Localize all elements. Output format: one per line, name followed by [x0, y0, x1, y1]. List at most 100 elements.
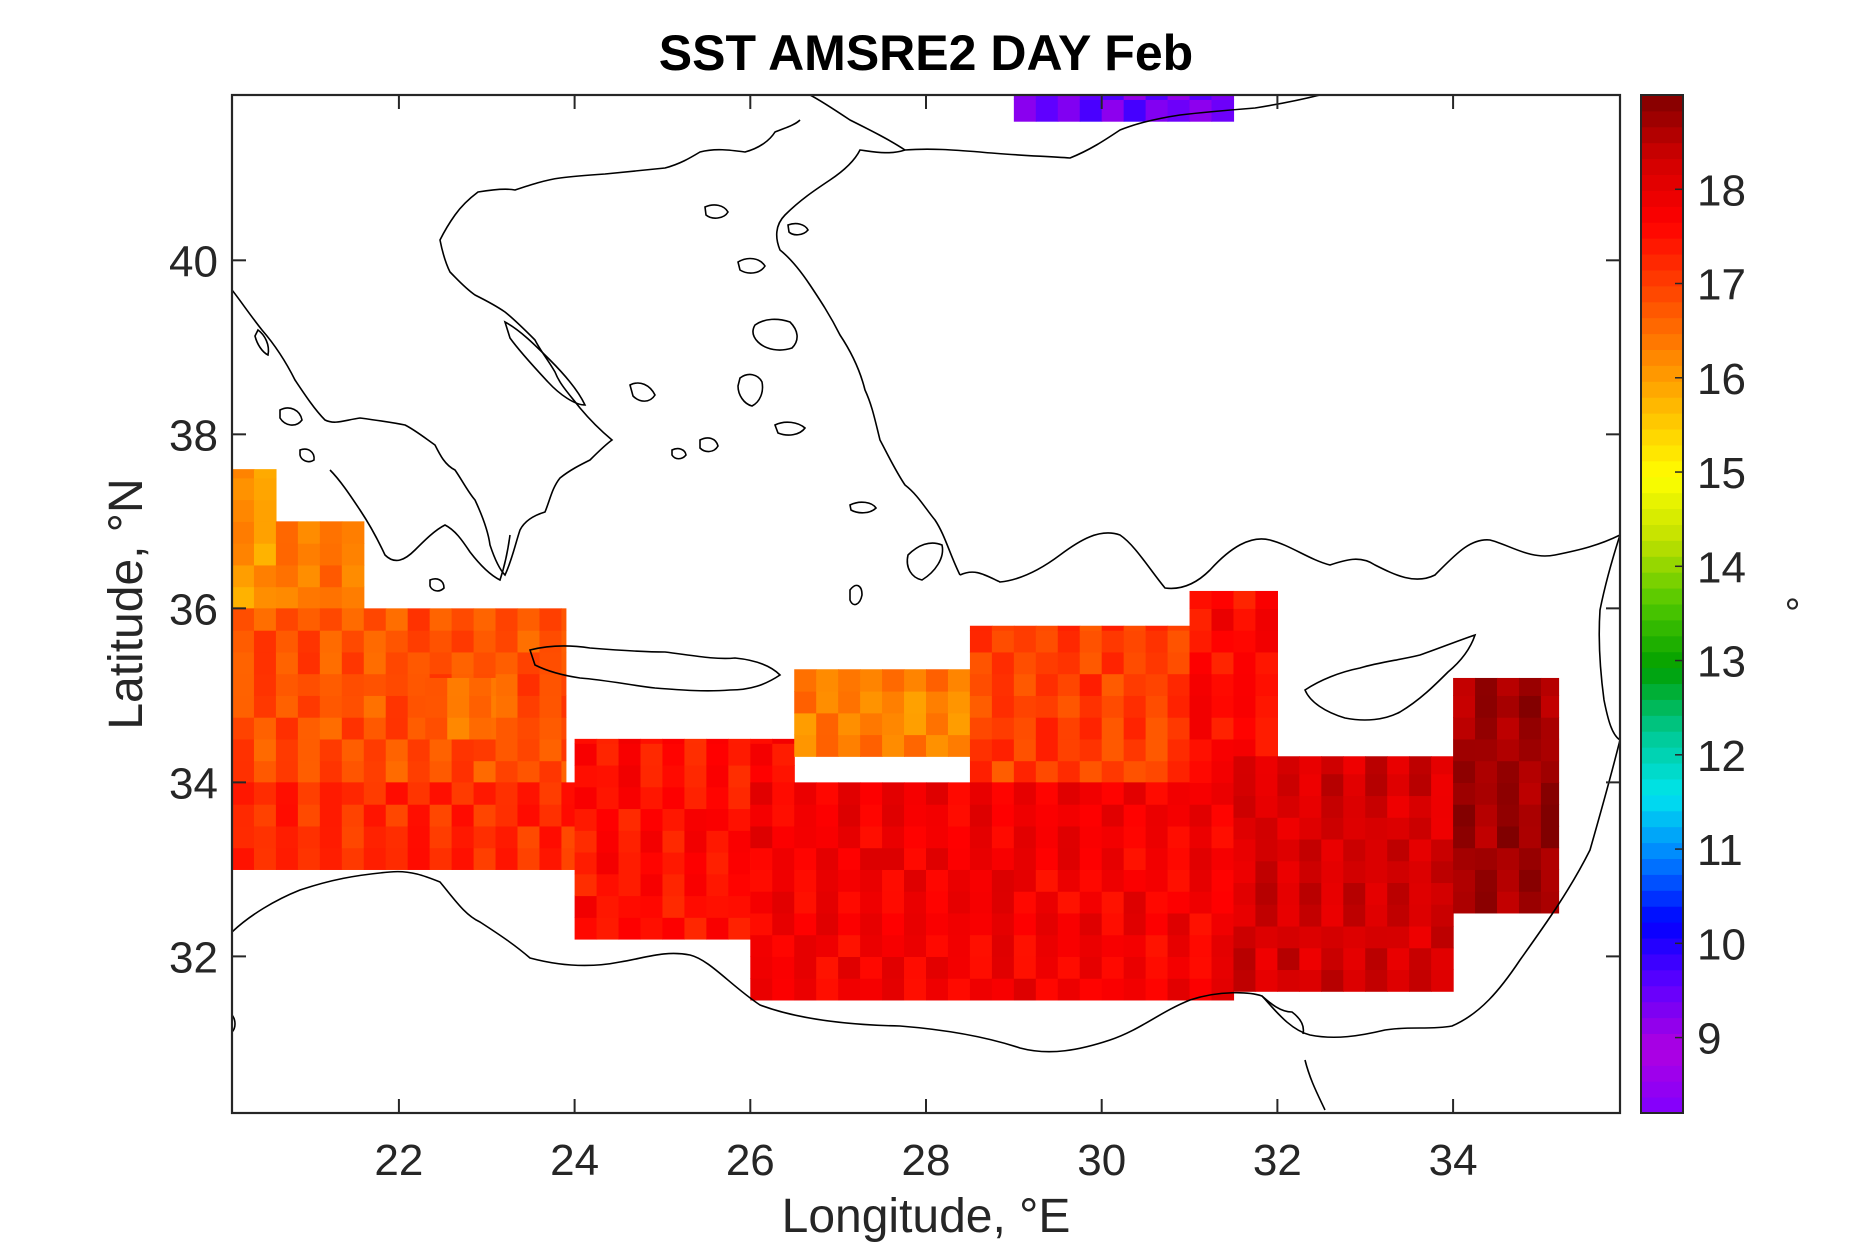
sst-cell — [253, 630, 277, 653]
sst-cell — [1299, 773, 1322, 797]
sst-cell — [684, 786, 707, 810]
sst-cell — [1211, 804, 1235, 827]
sst-cell — [1211, 695, 1235, 718]
sst-cell — [1167, 695, 1191, 718]
sst-cell — [1145, 95, 1169, 100]
sst-cell — [1321, 882, 1344, 905]
sst-cell — [539, 630, 563, 653]
sst-cell — [1255, 630, 1278, 653]
sst-cell — [838, 869, 861, 892]
sst-cell — [1387, 838, 1410, 862]
colorbar-band — [1641, 874, 1683, 891]
sst-cell — [1145, 912, 1169, 936]
sst-cell — [1233, 795, 1257, 818]
sst-cell — [772, 934, 795, 957]
sst-cell — [1211, 673, 1235, 696]
sst-cell — [297, 804, 321, 827]
sst-cell — [495, 695, 519, 718]
coastline-nile-delta — [1261, 995, 1326, 1111]
sst-cell — [1167, 651, 1191, 675]
sst-cell — [341, 804, 365, 827]
sst-cell — [385, 608, 409, 631]
sst-cell — [1145, 782, 1169, 805]
sst-cell — [1497, 695, 1520, 718]
sst-cell — [1409, 925, 1432, 949]
sst-cell — [1101, 847, 1125, 870]
sst-cell — [1387, 756, 1410, 775]
x-tick-label: 30 — [1077, 1136, 1126, 1185]
sst-cell — [662, 743, 686, 766]
colorbar-band — [1641, 174, 1683, 191]
sst-cell — [772, 847, 795, 870]
sst-cell — [1167, 847, 1191, 870]
sst-cell — [904, 869, 927, 892]
sst-cell — [772, 738, 795, 744]
sst-cell — [684, 738, 707, 744]
sst-cell — [1277, 925, 1300, 949]
sst-cell — [860, 956, 883, 979]
colorbar-tick-label: 11 — [1697, 826, 1743, 875]
sst-cell — [275, 717, 299, 740]
sst-cell — [947, 891, 971, 914]
sst-cell — [1035, 825, 1059, 849]
sst-cell — [662, 738, 686, 744]
sst-cell — [517, 651, 541, 675]
sst-cell — [1035, 847, 1059, 870]
sst-cell — [969, 625, 993, 631]
sst-cell — [319, 717, 343, 740]
x-tick-label: 32 — [1253, 1136, 1302, 1185]
sst-cell — [1497, 804, 1520, 827]
sst-cell — [772, 804, 795, 827]
sst-cell — [385, 695, 409, 718]
sst-cell — [561, 782, 576, 805]
sst-cell — [1211, 590, 1235, 609]
sst-cell — [1343, 838, 1366, 862]
sst-cell — [574, 808, 598, 831]
sst-cell — [1409, 904, 1432, 927]
sst-cell — [1013, 738, 1037, 762]
sst-cell — [1035, 869, 1059, 892]
sst-cell — [991, 782, 1015, 805]
sst-cell — [297, 564, 321, 588]
sst-cell — [838, 782, 861, 805]
colorbar-band — [1641, 492, 1683, 510]
sst-cell — [1101, 891, 1125, 914]
sst-cell — [772, 891, 795, 914]
coastline-marmara-black-sea — [904, 95, 1321, 159]
sst-cell — [1497, 891, 1520, 914]
sst-cell — [882, 912, 905, 936]
sst-cell — [469, 695, 492, 718]
map-axes: 22 24 26 28 30 32 34 32 34 36 38 40 — [169, 93, 1622, 1185]
sst-cell — [1409, 860, 1432, 884]
sst-cell — [1057, 760, 1081, 783]
sst-cell — [969, 869, 993, 892]
sst-cell — [1189, 934, 1213, 957]
sst-cell — [1233, 651, 1257, 675]
sst-cell — [706, 895, 729, 918]
sst-cell — [1013, 760, 1037, 783]
sst-cell — [706, 830, 729, 853]
sst-cell — [491, 695, 497, 718]
sst-cell — [1518, 760, 1542, 783]
sst-cell — [1145, 825, 1169, 849]
sst-cell — [1233, 925, 1257, 949]
sst-cell — [517, 630, 541, 653]
coastline-euboea — [503, 320, 587, 406]
sst-cell — [1189, 590, 1213, 609]
sst-cell — [275, 651, 299, 675]
coastline-greece-mainland — [232, 119, 801, 577]
sst-cell — [1343, 882, 1366, 905]
sst-cell — [1431, 795, 1454, 818]
colorbar-band — [1641, 429, 1683, 446]
sst-cell — [662, 851, 686, 875]
sst-cell — [838, 978, 861, 1001]
coastline-peloponnese — [329, 469, 511, 582]
sst-cell — [1431, 773, 1454, 797]
sst-cell — [860, 912, 883, 936]
sst-cell — [1299, 838, 1322, 862]
sst-cell — [1475, 695, 1498, 718]
sst-cell — [991, 673, 1015, 696]
colorbar-band — [1641, 1081, 1683, 1098]
sst-cell — [451, 651, 475, 675]
